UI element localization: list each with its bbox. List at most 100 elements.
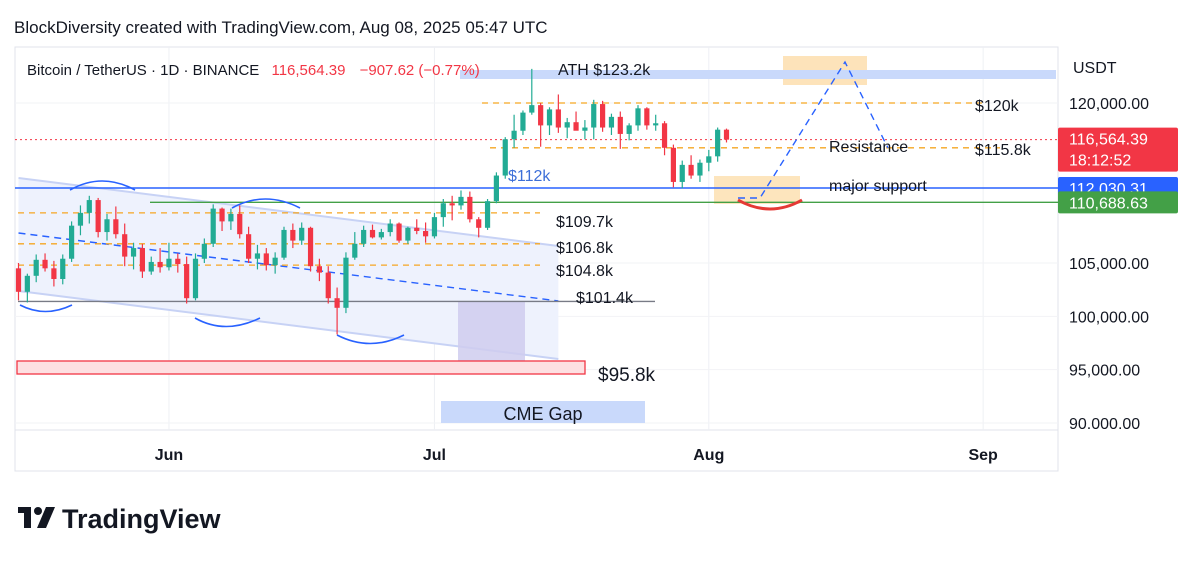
- level-112k-label: $112k: [508, 168, 551, 185]
- swing-arc: [194, 317, 261, 328]
- candle-body: [431, 217, 438, 237]
- candle-body: [254, 253, 261, 259]
- candle-body: [396, 223, 402, 241]
- candle-body: [697, 162, 703, 176]
- candle-body: [42, 259, 48, 269]
- swing-arc: [19, 304, 73, 313]
- candle-body: [582, 127, 588, 131]
- price-badge-value: 116,564.39: [1069, 132, 1148, 149]
- candle-body: [184, 264, 190, 299]
- candle-body: [538, 105, 544, 126]
- price-tick-label: 105,000.00: [1069, 256, 1149, 273]
- time-axis[interactable]: Jun Jul Aug Sep: [155, 447, 998, 464]
- candle-body: [77, 212, 84, 226]
- swing-arc: [231, 198, 301, 209]
- candle-body: [299, 227, 305, 241]
- time-tick-label: Sep: [968, 447, 998, 464]
- candle-body: [139, 248, 145, 272]
- level-120k-label: $120k: [975, 98, 1020, 115]
- price-axis[interactable]: 120,000.00 105,000.00 100,000.00 95,000.00 9…: [1058, 96, 1178, 433]
- candle-body: [449, 203, 455, 206]
- swing-arc: [69, 180, 136, 191]
- level-106-8k-label: $106.8k: [556, 240, 614, 257]
- tradingview-logo-icon: [18, 507, 55, 528]
- candle-body: [502, 139, 508, 176]
- candle-body: [290, 229, 296, 241]
- candle-body: [361, 229, 367, 244]
- level-95-8k-box: [16, 360, 586, 375]
- ath-band: [460, 70, 1056, 79]
- candle-body: [24, 275, 30, 292]
- candle-body: [237, 213, 243, 235]
- legend: Bitcoin / TetherUS · 1D · BINANCE 116,56…: [27, 62, 480, 79]
- candle-body: [529, 105, 535, 113]
- candle-body: [405, 227, 411, 241]
- price-badge: [1058, 127, 1178, 172]
- candle-body: [192, 258, 199, 299]
- candle-body: [15, 268, 22, 292]
- candle-body: [591, 104, 597, 128]
- candle-body: [511, 130, 517, 140]
- price-badge: [1058, 191, 1178, 214]
- major-support-zone: [714, 176, 800, 204]
- last-price: 116,564.39: [271, 62, 345, 79]
- created-by-text: BlockDiversity created with TradingView.…: [14, 18, 548, 37]
- candle-body: [157, 261, 163, 268]
- candle-body: [608, 116, 615, 128]
- level-95-8k-label: $95.8k: [598, 365, 656, 386]
- descending-channel-fill: [18, 178, 559, 359]
- drawings-layer: [15, 56, 1058, 423]
- level-109-7k-label: $109.7k: [556, 214, 614, 231]
- candle-body: [670, 147, 676, 182]
- overlays-layer: ATH $123.2k $120k $115.8k $112k $109.7k $106.…: [503, 62, 1031, 424]
- cme-gap-label-box: [441, 401, 645, 423]
- candle-body: [387, 223, 393, 233]
- candle-body: [653, 123, 659, 126]
- candles-layer: [15, 68, 730, 335]
- price-change: −907.62 (−0.77%): [360, 62, 480, 79]
- candle-body: [148, 261, 154, 272]
- time-tick-label: Aug: [693, 447, 724, 464]
- time-tick-label: Jul: [423, 447, 446, 464]
- candle-body: [201, 243, 207, 259]
- candle-body: [352, 243, 358, 258]
- candle-body: [325, 272, 331, 299]
- candle-body: [644, 108, 650, 126]
- level-115-8k-label: $115.8k: [975, 142, 1032, 159]
- candle-body: [414, 227, 420, 231]
- price-badge-value: 110,688.63: [1069, 195, 1148, 212]
- candle-body: [281, 229, 287, 258]
- tradingview-logo: TradingView: [18, 504, 222, 534]
- candle-body: [423, 231, 429, 237]
- candle-body: [95, 200, 101, 233]
- candle-body: [467, 196, 473, 220]
- candle-body: [369, 229, 376, 238]
- candle-body: [573, 122, 579, 131]
- candle-body: [334, 298, 340, 308]
- cme-gap-zone: [458, 302, 525, 362]
- channel-upper-line: [18, 177, 559, 247]
- price-tick-label: 100,000.00: [1069, 309, 1149, 326]
- level-104-8k-label: $104.8k: [556, 263, 614, 280]
- candle-body: [166, 258, 172, 268]
- price-tick-label: 90.000.00: [1069, 416, 1140, 433]
- candle-body: [679, 164, 685, 182]
- candle-body: [228, 213, 234, 222]
- candle-body: [246, 234, 252, 259]
- candle-body: [378, 232, 384, 238]
- candle-body: [69, 225, 75, 259]
- candle-body: [33, 259, 39, 276]
- price-badge-countdown: 18:12:52: [1069, 153, 1131, 170]
- candle-body: [130, 248, 137, 257]
- candle-body: [626, 125, 632, 134]
- candle-body: [263, 253, 269, 266]
- candle-body: [564, 122, 570, 128]
- candle-body: [520, 112, 526, 131]
- candle-body: [617, 116, 623, 134]
- candle-body: [113, 219, 119, 235]
- candle-body: [484, 201, 491, 228]
- candle-body: [555, 109, 561, 128]
- time-tick-label: Jun: [155, 447, 183, 464]
